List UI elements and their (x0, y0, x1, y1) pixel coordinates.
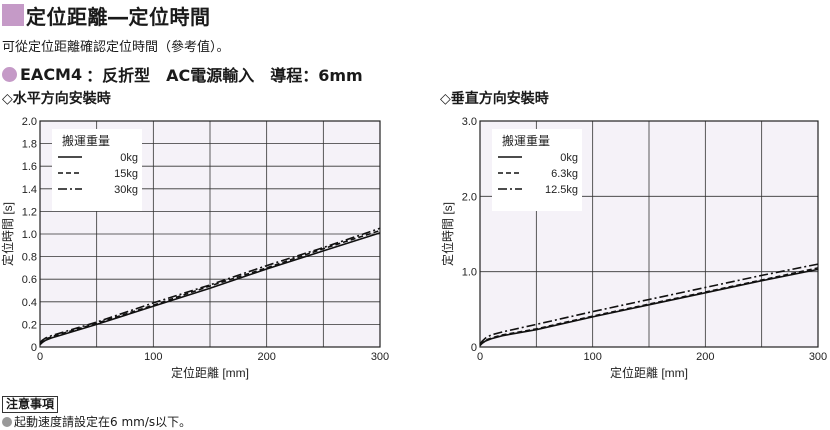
series-line-6.3kg (479, 267, 819, 346)
model-row: EACM4 ：反折型 AC電源輸入 導程：6mm (2, 63, 363, 85)
series-line-12.5kg (479, 263, 819, 345)
y-tick-label: 0.8 (22, 252, 37, 264)
series-line-0kg (39, 232, 381, 346)
y-tick-label: 0.6 (22, 274, 37, 286)
legend-label: 0kg (120, 152, 138, 164)
model-spec: ：反折型 AC電源輸入 導程：6mm (86, 66, 363, 85)
legend-label: 30kg (114, 184, 138, 196)
y-tick-label: 3.0 (462, 116, 477, 128)
legend-label: 12.5kg (545, 184, 578, 196)
x-tick-label: 300 (371, 351, 389, 363)
legend-background (492, 129, 582, 211)
note-heading: 注意事項 (2, 396, 59, 413)
y-tick-label: 1.4 (22, 184, 37, 196)
plot-frame (39, 120, 381, 348)
model-dot-icon (2, 66, 17, 82)
x-tick-label: 0 (37, 351, 43, 363)
chart-heading-vertical: ◇垂直方向安裝時 (440, 91, 549, 107)
x-axis-label: 定位距離 [mm] (610, 365, 688, 380)
legend-label: 15kg (114, 168, 138, 180)
y-tick-label: 1.0 (22, 229, 37, 241)
x-tick-label: 100 (144, 351, 162, 363)
y-axis-label: 定位時間 [s] (0, 202, 15, 266)
y-tick-label: 0.4 (22, 297, 37, 309)
legend-label: 6.3kg (551, 168, 578, 180)
x-axis-label: 定位距離 [mm] (171, 365, 249, 380)
legend-title: 搬運重量 (502, 133, 550, 148)
note-bullet-icon (2, 416, 12, 427)
note-row: 起動速度請設定在6 mm/s以下。 (2, 413, 191, 430)
y-tick-label: 2.0 (22, 116, 37, 128)
y-tick-label: 1.8 (22, 139, 37, 151)
title-square-icon (2, 4, 24, 26)
y-tick-label: 2.0 (462, 191, 477, 203)
y-tick-label: 0 (31, 342, 37, 354)
y-tick-label: 0.2 (22, 319, 37, 331)
y-tick-label: 1.0 (462, 267, 477, 279)
y-tick-label: 1.2 (22, 206, 37, 218)
legend-background (52, 129, 142, 211)
series-line-15kg (39, 229, 381, 345)
series-line-30kg (39, 227, 381, 344)
page-title-row: 定位距離―定位時間 (2, 2, 211, 29)
page-title: 定位距離―定位時間 (26, 4, 211, 29)
charts-canvas: 0 100 200 300 0 0.2 0.4 0.6 0.8 1.0 1.2 1.4 1.6 1.8 2.… (0, 116, 827, 380)
x-tick-label: 0 (477, 351, 483, 363)
chart-heading-horizontal: ◇水平方向安裝時 (2, 91, 111, 107)
chart-vertical: 0 100 200 300 0 1.0 2.0 3.0 定位距離 [mm] 定位時間 [s] 搬運重… (440, 116, 827, 380)
x-tick-label: 300 (809, 351, 827, 363)
chart-horizontal: 0 100 200 300 0 0.2 0.4 0.6 0.8 1.0 1.2 1.4 1.6 1.8 2.… (0, 116, 389, 380)
model-name: EACM4 (20, 64, 83, 84)
legend-title: 搬運重量 (62, 133, 110, 148)
x-tick-label: 200 (257, 351, 275, 363)
page-subtitle: 可從定位距離確認定位時間（參考值）。 (2, 40, 230, 55)
y-tick-label: 0 (471, 342, 477, 354)
x-tick-label: 200 (696, 351, 714, 363)
legend-label: 0kg (560, 152, 578, 164)
y-axis-label: 定位時間 [s] (440, 202, 455, 266)
y-tick-label: 1.6 (22, 161, 37, 173)
note-text: 起動速度請設定在6 mm/s以下。 (14, 415, 192, 429)
x-tick-label: 100 (583, 351, 601, 363)
plot-frame (479, 120, 819, 348)
